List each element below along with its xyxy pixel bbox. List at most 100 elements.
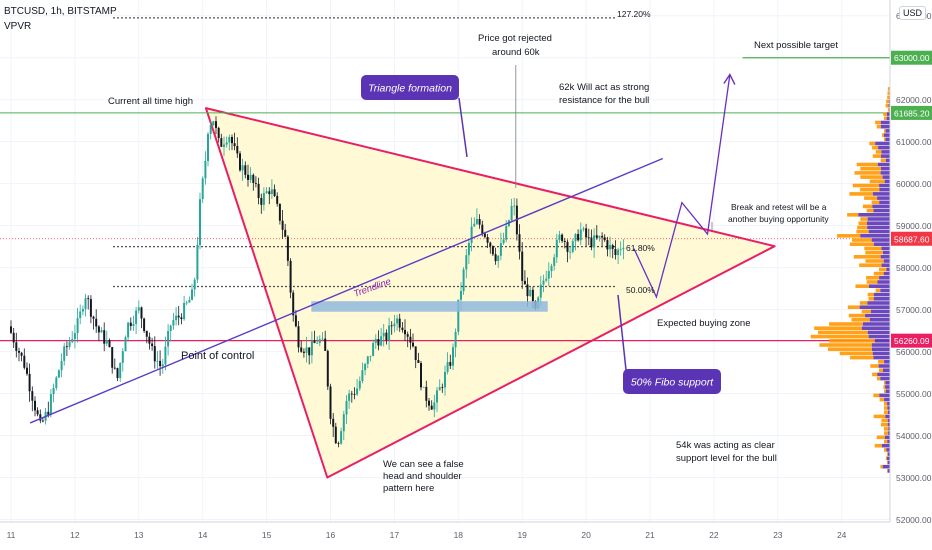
- candle-body: [481, 224, 484, 234]
- volume-bar-sell: [880, 376, 890, 381]
- candle-body: [10, 326, 12, 333]
- candle-body: [348, 393, 351, 401]
- candle-body: [231, 137, 233, 144]
- candle-body: [491, 246, 494, 255]
- candle-body: [87, 298, 90, 300]
- candle-body: [582, 228, 585, 230]
- candle-body: [329, 386, 332, 419]
- candle-body: [502, 239, 505, 244]
- candle-body: [286, 236, 289, 261]
- candle-body: [12, 332, 15, 343]
- volume-bar-sell: [873, 208, 890, 213]
- candle-body: [55, 377, 58, 389]
- price-tick-label: 57000.00: [896, 305, 932, 315]
- candle-body: [34, 400, 36, 411]
- candle-body: [465, 255, 468, 270]
- candle-body: [350, 393, 353, 395]
- candle-body: [316, 342, 319, 344]
- price-tag-label: 63000.00: [894, 53, 930, 63]
- candle-body: [542, 280, 545, 285]
- volume-bar-sell: [873, 292, 890, 297]
- volume-bar-buy: [861, 309, 872, 314]
- candle-body: [577, 234, 580, 241]
- candle-body: [361, 370, 364, 381]
- volume-bar-sell: [885, 435, 890, 440]
- volume-bar-sell: [878, 364, 890, 368]
- candle-body: [89, 299, 92, 317]
- volume-bar-buy: [847, 213, 859, 217]
- candle-body: [105, 340, 108, 344]
- volume-bar-buy: [855, 284, 869, 288]
- candle-body: [388, 325, 391, 341]
- candle-body: [148, 336, 151, 344]
- candle-body: [18, 350, 20, 353]
- volume-bar-buy: [850, 355, 874, 360]
- time-tick-label: 14: [198, 530, 208, 540]
- volume-bar-sell: [879, 183, 890, 188]
- volume-bar-buy: [886, 99, 889, 104]
- candle-body: [36, 410, 39, 415]
- volume-bar-sell: [869, 318, 890, 322]
- retest-label-line1: Break and retest will be a: [731, 202, 827, 212]
- volume-bar-buy: [859, 301, 868, 305]
- indicator-label[interactable]: VPVR: [4, 21, 32, 32]
- candle-body: [483, 233, 486, 237]
- candle-body: [326, 350, 329, 387]
- candle-body: [401, 327, 404, 330]
- volume-bar-sell: [866, 221, 890, 225]
- candle-body: [95, 318, 98, 327]
- volume-bar-buy: [867, 292, 874, 297]
- candle-body: [622, 247, 625, 250]
- volume-bar-buy: [884, 431, 889, 435]
- candle-body: [526, 284, 529, 297]
- candle-body: [460, 291, 462, 300]
- candle-body: [372, 343, 375, 356]
- volume-bar-sell: [872, 351, 890, 356]
- candle-body: [619, 249, 622, 250]
- candle-body: [15, 342, 18, 351]
- candle-body: [220, 138, 223, 147]
- candle-body: [151, 343, 154, 347]
- volume-bar-buy: [876, 124, 881, 129]
- volume-bar-sell: [887, 422, 890, 427]
- volume-bar-sell: [884, 397, 890, 402]
- volume-bar-sell: [862, 322, 890, 326]
- volume-bar-buy: [887, 452, 888, 456]
- volume-bar-buy: [879, 397, 885, 402]
- volume-bar-sell: [880, 124, 890, 129]
- price-tick-label: 58000.00: [896, 263, 932, 273]
- volume-bar-buy: [865, 250, 883, 255]
- candle-body: [241, 165, 244, 171]
- candle-body: [324, 338, 327, 351]
- price-tick-label: 61000.00: [896, 137, 932, 147]
- volume-bar-sell: [886, 267, 890, 272]
- price-tag-bg: [891, 333, 932, 348]
- currency-badge[interactable]: USD: [898, 6, 926, 20]
- volume-bar-sell: [877, 196, 890, 200]
- volume-bar-buy: [864, 196, 878, 200]
- candle-body: [420, 363, 422, 388]
- candle-body: [364, 363, 367, 371]
- candle-body: [558, 234, 561, 240]
- volume-bar-sell: [880, 166, 890, 171]
- candle-body: [26, 367, 28, 374]
- price-tag-bg: [891, 231, 932, 246]
- volume-bar-sell: [867, 330, 890, 335]
- volume-bar-buy: [860, 166, 881, 171]
- candle-body: [119, 362, 122, 378]
- candle-body: [81, 309, 84, 312]
- volume-bar-buy: [810, 334, 869, 339]
- price-tick-label: 62000.00: [896, 95, 932, 105]
- volume-bar-sell: [886, 116, 890, 121]
- volume-bar-buy: [870, 364, 879, 368]
- price-tick-label: 56000.00: [896, 347, 932, 357]
- volume-bar-sell: [871, 343, 890, 347]
- volume-bar-buy: [829, 322, 863, 326]
- triangle-shape: [204, 107, 776, 479]
- candle-body: [377, 339, 380, 346]
- volume-bar-sell: [885, 129, 890, 133]
- candle-body: [430, 405, 433, 410]
- price-tick-label: 55000.00: [896, 389, 932, 399]
- candle-body: [252, 174, 255, 183]
